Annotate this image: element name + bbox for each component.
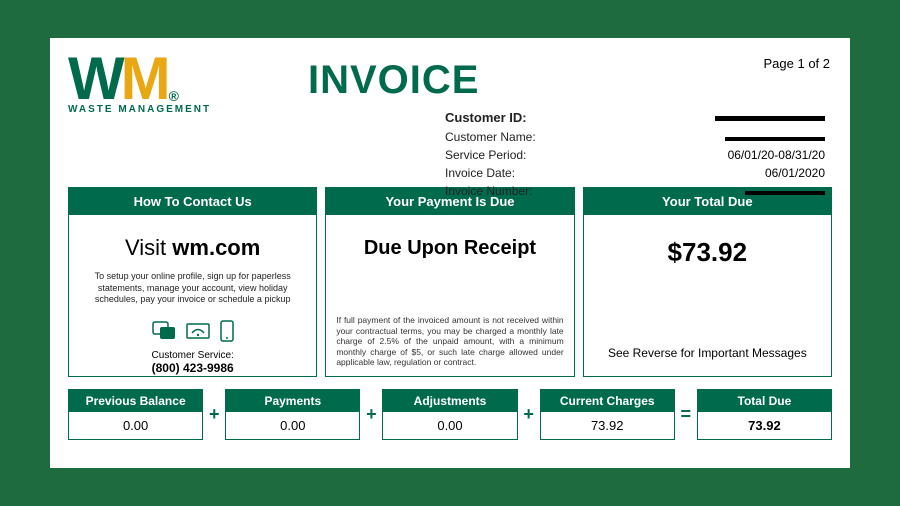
total-due-label: Total Due bbox=[698, 390, 831, 412]
customer-info: Customer ID: Customer Name: Service Peri… bbox=[445, 108, 825, 200]
balance-summary: Previous Balance 0.00 + Payments 0.00 + … bbox=[68, 389, 832, 440]
contact-heading: How To Contact Us bbox=[69, 188, 316, 215]
contact-icons bbox=[79, 320, 306, 342]
invoice-title: INVOICE bbox=[308, 58, 479, 103]
prev-balance-box: Previous Balance 0.00 bbox=[68, 389, 203, 440]
reverse-message: See Reverse for Important Messages bbox=[594, 346, 821, 360]
contact-panel: How To Contact Us Visit wm.com To setup … bbox=[68, 187, 317, 377]
total-due-value: 73.92 bbox=[698, 412, 831, 439]
payments-value: 0.00 bbox=[226, 412, 359, 439]
invoice-number-value bbox=[745, 182, 825, 200]
payments-box: Payments 0.00 bbox=[225, 389, 360, 440]
customer-name-value bbox=[725, 128, 825, 146]
cs-phone: (800) 423-9986 bbox=[79, 361, 306, 375]
invoice-number-label: Invoice Number: bbox=[445, 182, 532, 200]
current-charges-value: 73.92 bbox=[541, 412, 674, 439]
chat-icon bbox=[152, 321, 176, 341]
plus-op: + bbox=[360, 389, 382, 440]
adjustments-label: Adjustments bbox=[383, 390, 516, 412]
equals-op: = bbox=[675, 389, 697, 440]
invoice-date-label: Invoice Date: bbox=[445, 164, 515, 182]
customer-name-label: Customer Name: bbox=[445, 128, 536, 146]
due-main: Due Upon Receipt bbox=[336, 237, 563, 260]
plus-op: + bbox=[203, 389, 225, 440]
payments-label: Payments bbox=[226, 390, 359, 412]
visit-prefix: Visit bbox=[125, 235, 172, 260]
cs-label: Customer Service: bbox=[79, 350, 306, 361]
service-period-value: 06/01/20-08/31/20 bbox=[728, 146, 825, 164]
setup-text: To setup your online profile, sign up fo… bbox=[79, 271, 306, 306]
late-fee-text: If full payment of the invoiced amount i… bbox=[336, 315, 563, 368]
customer-id-label: Customer ID: bbox=[445, 108, 527, 128]
total-amount: $73.92 bbox=[594, 237, 821, 268]
header: WM® WASTE MANAGEMENT INVOICE Page 1 of 2 bbox=[68, 52, 832, 115]
payment-due-panel: Your Payment Is Due Due Upon Receipt If … bbox=[325, 187, 574, 377]
visit-line: Visit wm.com bbox=[79, 235, 306, 261]
total-due-panel: Your Total Due $73.92 See Reverse for Im… bbox=[583, 187, 832, 377]
current-charges-label: Current Charges bbox=[541, 390, 674, 412]
total-due-box: Total Due 73.92 bbox=[697, 389, 832, 440]
info-panels: How To Contact Us Visit wm.com To setup … bbox=[68, 187, 832, 377]
visit-site: wm.com bbox=[172, 235, 260, 260]
phone-icon bbox=[220, 320, 234, 342]
service-period-label: Service Period: bbox=[445, 146, 526, 164]
plus-op: + bbox=[518, 389, 540, 440]
current-charges-box: Current Charges 73.92 bbox=[540, 389, 675, 440]
page-indicator: Page 1 of 2 bbox=[764, 56, 831, 71]
wifi-icon bbox=[186, 321, 210, 341]
invoice-date-value: 06/01/2020 bbox=[765, 164, 825, 182]
invoice-page: WM® WASTE MANAGEMENT INVOICE Page 1 of 2… bbox=[50, 38, 850, 468]
customer-id-value bbox=[715, 108, 825, 128]
adjustments-box: Adjustments 0.00 bbox=[382, 389, 517, 440]
wm-logo: WM® bbox=[68, 52, 228, 106]
adjustments-value: 0.00 bbox=[383, 412, 516, 439]
prev-balance-label: Previous Balance bbox=[69, 390, 202, 412]
logo-subtext: WASTE MANAGEMENT bbox=[68, 104, 228, 115]
logo-block: WM® WASTE MANAGEMENT bbox=[68, 52, 228, 115]
prev-balance-value: 0.00 bbox=[69, 412, 202, 439]
